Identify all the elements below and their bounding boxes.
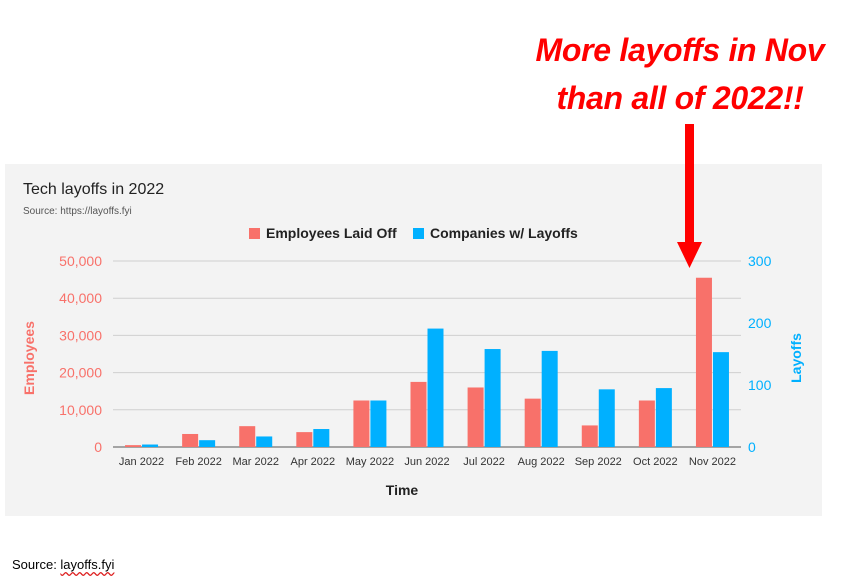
x-tick-label: Jun 2022 bbox=[404, 456, 449, 468]
footer-source-prefix: Source: bbox=[12, 557, 61, 572]
x-tick-label: Mar 2022 bbox=[232, 456, 278, 468]
x-tick-label: Apr 2022 bbox=[290, 456, 335, 468]
legend-swatch bbox=[249, 228, 260, 239]
annotation-callout: More layoffs in Nov than all of 2022!! bbox=[520, 26, 840, 122]
legend: Employees Laid Off Companies w/ Layoffs bbox=[249, 225, 578, 241]
y-left-tick-label: 50,000 bbox=[59, 253, 102, 269]
bar-employees-laid-off bbox=[353, 400, 370, 447]
bars bbox=[125, 277, 729, 447]
bar-employees-laid-off bbox=[638, 400, 655, 447]
bar-companies-with-layoffs bbox=[199, 440, 216, 447]
x-tick-label: Nov 2022 bbox=[689, 456, 736, 468]
bar-companies-with-layoffs bbox=[484, 349, 501, 447]
annotation-line-1: More layoffs in Nov bbox=[535, 32, 825, 68]
annotation-line-2: than all of 2022!! bbox=[556, 80, 804, 116]
bar-employees-laid-off bbox=[296, 432, 313, 447]
y-left-tick-label: 30,000 bbox=[59, 327, 102, 343]
x-tick-label: Feb 2022 bbox=[175, 456, 221, 468]
bar-companies-with-layoffs bbox=[427, 328, 444, 447]
layoffs-chart: Tech layoffs in 2022 Source: https://lay… bbox=[21, 181, 804, 498]
x-axis-label: Time bbox=[386, 482, 419, 498]
x-tick-label: Jan 2022 bbox=[119, 456, 164, 468]
bar-companies-with-layoffs bbox=[655, 388, 672, 447]
y-left-tick-label: 0 bbox=[94, 439, 102, 455]
y-right-tick-label: 300 bbox=[748, 253, 772, 269]
bar-employees-laid-off bbox=[581, 425, 598, 447]
bar-companies-with-layoffs bbox=[712, 352, 729, 447]
bar-employees-laid-off bbox=[239, 426, 256, 447]
x-tick-label: May 2022 bbox=[346, 456, 394, 468]
bar-employees-laid-off bbox=[182, 433, 199, 447]
bar-companies-with-layoffs bbox=[256, 436, 273, 447]
y-left-tick-label: 10,000 bbox=[59, 402, 102, 418]
footer-source: Source: layoffs.fyi bbox=[12, 557, 114, 572]
x-tick-label: Oct 2022 bbox=[633, 456, 678, 468]
bar-companies-with-layoffs bbox=[142, 444, 159, 447]
bar-employees-laid-off bbox=[695, 277, 712, 447]
legend-label: Employees Laid Off bbox=[266, 225, 397, 241]
x-tick-label: Sep 2022 bbox=[575, 456, 622, 468]
y-axis-right-label: Layoffs bbox=[788, 333, 804, 383]
y-axis-left-label: Employees bbox=[21, 321, 37, 395]
bar-employees-laid-off bbox=[524, 398, 541, 447]
bar-employees-laid-off bbox=[125, 445, 142, 447]
bar-employees-laid-off bbox=[410, 381, 427, 447]
y-left-tick-label: 40,000 bbox=[59, 290, 102, 306]
y-right-tick-label: 100 bbox=[748, 377, 772, 393]
footer-source-link[interactable]: layoffs.fyi bbox=[60, 557, 115, 572]
y-right-tick-label: 0 bbox=[748, 439, 756, 455]
y-left-tick-label: 20,000 bbox=[59, 365, 102, 381]
y-right-tick-label: 200 bbox=[748, 315, 772, 331]
chart-title: Tech layoffs in 2022 bbox=[23, 181, 164, 198]
bar-companies-with-layoffs bbox=[541, 350, 558, 447]
legend-label: Companies w/ Layoffs bbox=[430, 225, 578, 241]
legend-swatch bbox=[413, 228, 424, 239]
x-tick-label: Jul 2022 bbox=[463, 456, 505, 468]
bar-employees-laid-off bbox=[467, 387, 484, 447]
bar-companies-with-layoffs bbox=[598, 389, 615, 447]
tick-labels: 0 10,000 20,000 30,000 40,000 50,000 0 100 200 30… bbox=[59, 253, 771, 468]
bar-companies-with-layoffs bbox=[313, 429, 330, 447]
x-tick-label: Aug 2022 bbox=[518, 456, 565, 468]
bar-companies-with-layoffs bbox=[370, 400, 387, 447]
chart-subtitle: Source: https://layoffs.fyi bbox=[23, 206, 132, 217]
gridlines bbox=[113, 260, 741, 448]
